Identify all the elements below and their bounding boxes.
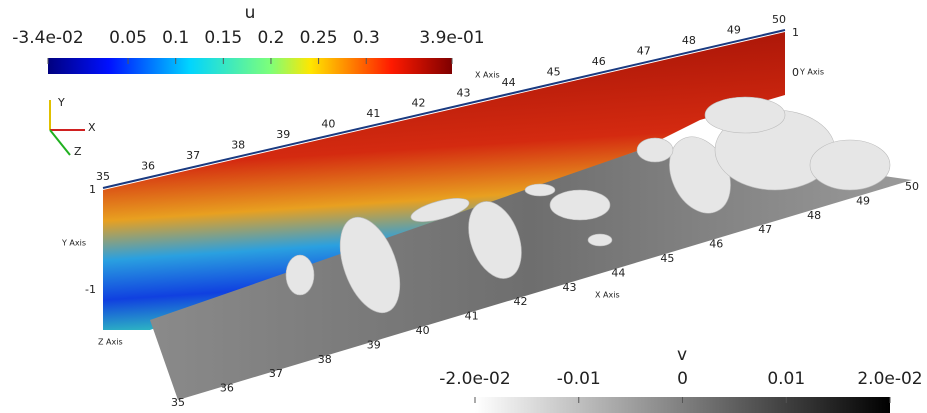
colorbar-tick-label: -0.01 xyxy=(557,369,601,389)
axis-z-letter: Z xyxy=(74,145,82,158)
x-tick-label: 36 xyxy=(141,160,155,173)
colorbar-tick-label: 3.9e-01 xyxy=(419,28,484,48)
colorbar-tick-label: 0.01 xyxy=(767,369,805,389)
y-tick-label: 1 xyxy=(792,26,799,39)
x-tick-label: 47 xyxy=(637,44,651,57)
axis-y-letter: Y xyxy=(57,96,65,109)
x-axis-title: X Axis xyxy=(595,291,620,300)
x-tick-label: 43 xyxy=(562,281,576,294)
colorbar-tick-label: 0.15 xyxy=(204,28,242,48)
x-tick-label: 35 xyxy=(96,170,110,183)
colorbar-tick-label: 0.2 xyxy=(257,28,284,48)
x-tick-label: 40 xyxy=(321,118,335,131)
y-axis-title: Y Axis xyxy=(799,68,824,77)
x-tick-label: 37 xyxy=(269,367,283,380)
x-axis-title: X Axis xyxy=(475,71,500,80)
x-tick-label: 47 xyxy=(758,223,772,236)
x-tick-label: 50 xyxy=(772,13,786,26)
axis-x-letter: X xyxy=(88,121,96,134)
x-tick-label: 41 xyxy=(366,107,380,120)
y-axis-title: Y Axis xyxy=(61,239,86,248)
y-tick-label: 1 xyxy=(89,183,96,196)
x-tick-label: 44 xyxy=(502,76,516,89)
y-tick-label: -1 xyxy=(85,283,96,296)
x-tick-label: 44 xyxy=(611,266,625,279)
colorbar-tick-label: 0.3 xyxy=(353,28,380,48)
x-tick-label: 41 xyxy=(465,310,479,323)
x-tick-label: 43 xyxy=(457,86,471,99)
x-tick-label: 49 xyxy=(856,194,870,207)
z-axis-title: Z Axis xyxy=(98,338,123,347)
colorbar-tick-label: -2.0e-02 xyxy=(439,369,510,389)
x-tick-label: 38 xyxy=(231,139,245,152)
x-tick-label: 40 xyxy=(416,324,430,337)
x-tick-label: 39 xyxy=(367,338,381,351)
colorbar-tick-label: 2.0e-02 xyxy=(857,369,922,389)
scene: Y X Z X Axis X Axis Y Axis Y Axis Z Axis… xyxy=(0,0,927,413)
y-tick-label: 0 xyxy=(792,66,799,79)
x-tick-label: 42 xyxy=(514,295,528,308)
z-arrow xyxy=(50,130,70,155)
x-tick-label: 48 xyxy=(682,34,696,47)
colorbar-tick-label: 0.1 xyxy=(162,28,189,48)
x-tick-label: 45 xyxy=(547,65,561,78)
colorbar-tick-label: -3.4e-02 xyxy=(12,28,83,48)
x-tick-label: 49 xyxy=(727,23,741,36)
x-tick-label: 45 xyxy=(660,252,674,265)
orientation-widget: Y X Z xyxy=(50,96,96,158)
x-tick-label: 48 xyxy=(807,209,821,222)
x-tick-label: 50 xyxy=(905,180,919,193)
x-tick-label: 46 xyxy=(592,55,606,68)
colorbar-title: v xyxy=(677,345,687,365)
x-tick-label: 36 xyxy=(220,382,234,395)
x-tick-label: 46 xyxy=(709,238,723,251)
colorbar-tick-label: 0.05 xyxy=(109,28,147,48)
x-tick-label: 39 xyxy=(276,128,290,141)
x-tick-label: 38 xyxy=(318,353,332,366)
colorbar-title: u xyxy=(245,3,256,23)
x-tick-label: 42 xyxy=(411,97,425,110)
x-tick-label: 37 xyxy=(186,149,200,162)
colorbar-u xyxy=(48,58,452,74)
x-tick-label: 35 xyxy=(171,396,185,409)
colorbar-tick-label: 0 xyxy=(677,369,688,389)
colorbar-tick-label: 0.25 xyxy=(300,28,338,48)
